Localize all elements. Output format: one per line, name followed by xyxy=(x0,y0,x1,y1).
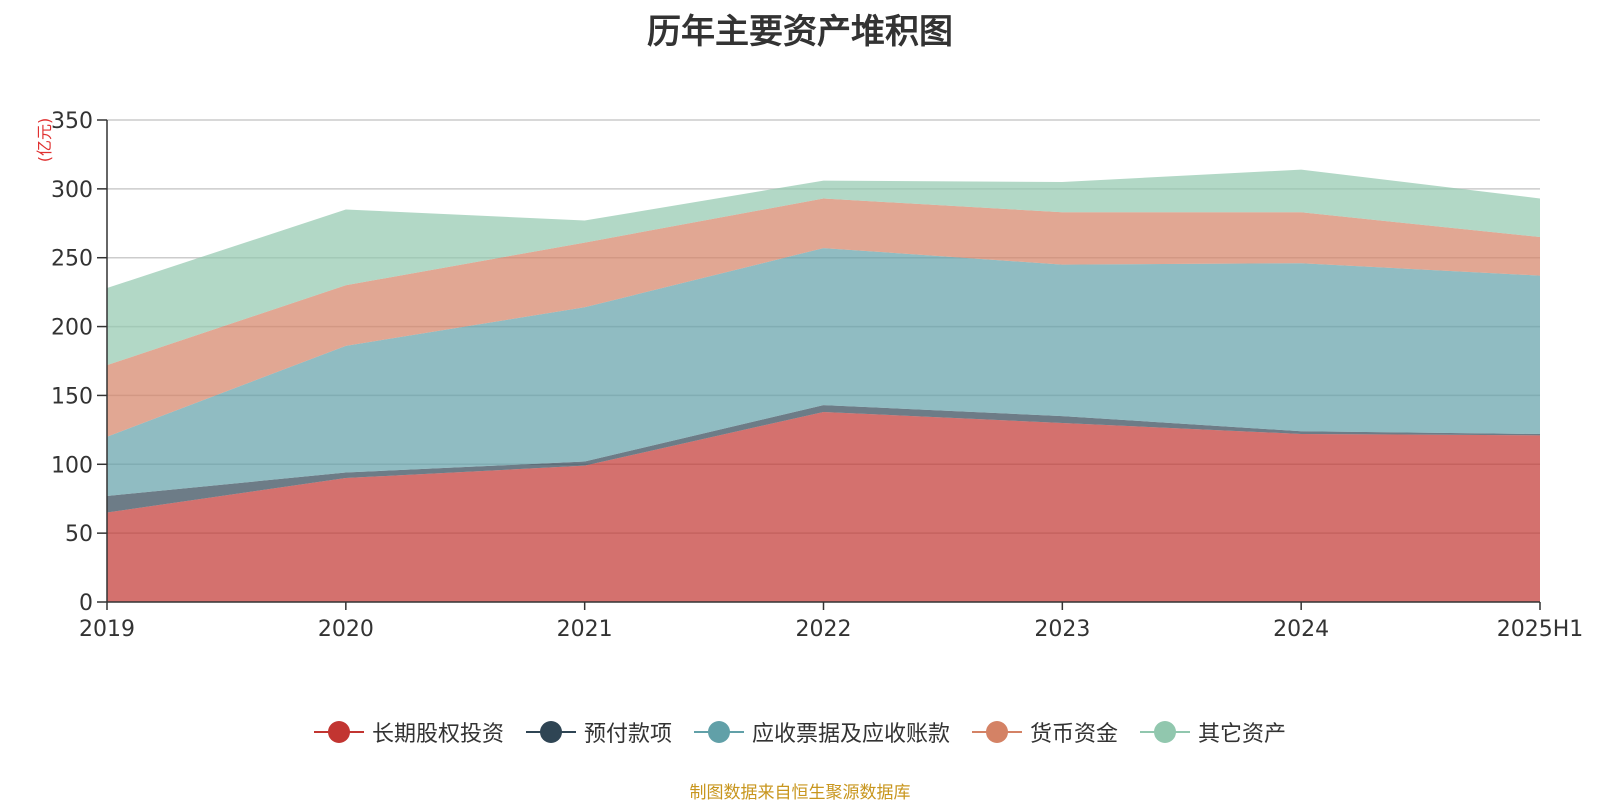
legend-item-3[interactable]: 货币资金 xyxy=(972,716,1118,748)
legend-label: 长期股权投资 xyxy=(371,722,504,747)
legend-label: 预付款项 xyxy=(583,722,672,747)
legend: 长期股权投资 预付款项 应收票据及应收账款 货币资金 其它资产 xyxy=(0,716,1600,748)
x-tick-label: 2022 xyxy=(796,617,852,642)
legend-item-1[interactable]: 预付款项 xyxy=(525,716,672,748)
x-tick-label: 2020 xyxy=(318,617,374,642)
chart-title: 历年主要资产堆积图 xyxy=(647,12,953,52)
legend-marker-icon xyxy=(525,721,576,743)
legend-marker-icon xyxy=(972,721,1022,743)
y-axis-unit-label: (亿元) xyxy=(35,118,54,163)
legend-label: 货币资金 xyxy=(1030,722,1119,747)
y-tick-label: 100 xyxy=(51,453,93,478)
stacked-areas xyxy=(107,169,1540,602)
y-tick-label: 0 xyxy=(79,591,93,616)
legend-item-4[interactable]: 其它资产 xyxy=(1140,716,1286,748)
x-tick-label: 2019 xyxy=(79,617,135,642)
legend-marker-icon xyxy=(1140,721,1191,743)
area-series-2 xyxy=(107,248,1540,496)
y-tick-label: 300 xyxy=(51,178,93,203)
legend-marker-icon xyxy=(693,721,744,743)
area-series-4 xyxy=(107,169,1540,366)
y-tick-label: 50 xyxy=(65,522,93,547)
y-tick-label: 250 xyxy=(51,247,93,272)
area-series-0 xyxy=(107,411,1540,602)
legend-item-0[interactable]: 长期股权投资 xyxy=(313,716,504,748)
x-tick-label: 2023 xyxy=(1034,617,1090,642)
axes: 0 50 100 150 200 250 300 350 2019 2020 2021 2022 202… xyxy=(51,109,1583,642)
y-tick-label: 350 xyxy=(51,109,93,134)
y-tick-label: 200 xyxy=(51,316,93,341)
source-note: 制图数据来自恒生聚源数据库 xyxy=(689,783,911,803)
legend-label: 其它资产 xyxy=(1198,722,1287,747)
x-tick-label: 2025H1 xyxy=(1497,617,1584,642)
area-series-3 xyxy=(107,198,1540,437)
legend-item-2[interactable]: 应收票据及应收账款 xyxy=(693,716,950,748)
x-tick-label: 2021 xyxy=(557,617,613,642)
legend-label: 应收票据及应收账款 xyxy=(751,722,950,747)
legend-marker-icon xyxy=(313,721,364,743)
x-tick-label: 2024 xyxy=(1273,617,1329,642)
y-tick-label: 150 xyxy=(51,384,93,409)
